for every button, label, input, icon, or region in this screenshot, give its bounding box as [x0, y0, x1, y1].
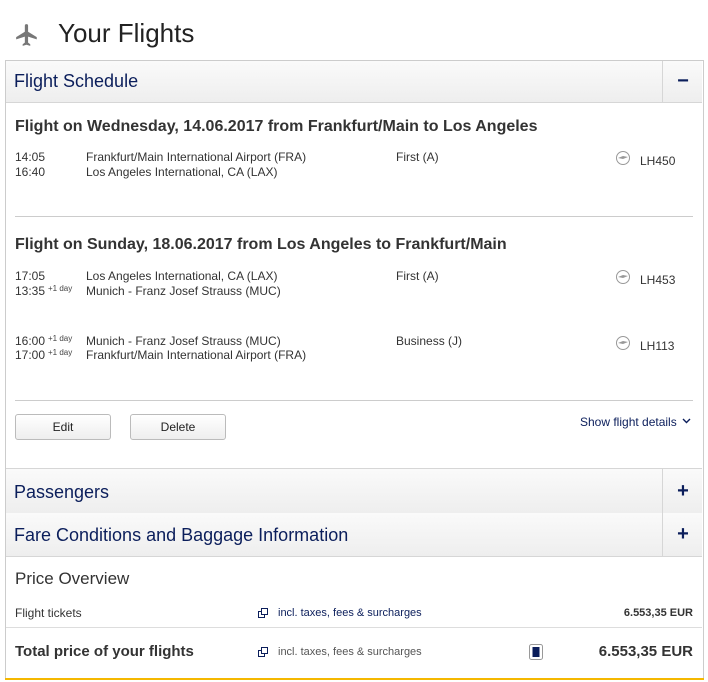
airport: Frankfurt/Main International Airport (FR…	[86, 150, 307, 164]
airport: Munich - Franz Josef Strauss (MUC)	[86, 284, 281, 298]
time: 14:05	[15, 150, 46, 164]
panel	[5, 60, 704, 680]
total-amount: 6.553,35 EUR	[598, 643, 693, 660]
price-note[interactable]: incl. taxes, fees & surcharges	[278, 607, 422, 619]
time: 17:00	[15, 348, 46, 362]
price-amount: 6.553,35 EUR	[623, 607, 693, 619]
day-offset: +1 day	[48, 348, 73, 357]
plane-icon	[16, 24, 37, 46]
details-link[interactable]: Show flight details	[580, 415, 677, 429]
chevron	[682, 418, 691, 424]
airline-icon	[616, 151, 630, 165]
airline-icon	[616, 270, 630, 284]
journey-heading: Flight on Wednesday, 14.06.2017 from Fra…	[15, 118, 538, 135]
time: 16:40	[15, 165, 46, 179]
delete-button[interactable]: Delete	[130, 414, 226, 440]
cabin: First (A)	[396, 269, 439, 283]
flight-number: LH453	[640, 273, 676, 287]
section-title: Fare Conditions and Baggage Information	[14, 525, 349, 545]
toggle[interactable]: −	[662, 61, 703, 102]
accent-line	[5, 678, 704, 680]
cabin: Business (J)	[396, 334, 463, 348]
page-title: Your Flights	[58, 18, 195, 48]
passengers-header[interactable]: Passengers +	[6, 468, 702, 514]
link-icon	[258, 608, 268, 618]
divider	[15, 216, 693, 217]
flight-number: LH450	[640, 154, 676, 168]
link-icon	[258, 647, 268, 657]
day-offset: +1 day	[48, 284, 73, 293]
airport: Los Angeles International, CA (LAX)	[86, 269, 278, 283]
cabin: First (A)	[396, 150, 439, 164]
divider	[15, 400, 693, 401]
day-offset: +1 day	[48, 334, 73, 343]
calculator-icon[interactable]	[529, 644, 543, 660]
total-note[interactable]: incl. taxes, fees & surcharges	[278, 646, 422, 658]
section-title: Flight Schedule	[14, 71, 139, 91]
section-title: Passengers	[14, 482, 110, 502]
flight-number: LH113	[640, 339, 675, 353]
airport: Munich - Franz Josef Strauss (MUC)	[86, 334, 281, 348]
airport: Frankfurt/Main International Airport (FR…	[86, 348, 307, 362]
fare-header[interactable]: Fare Conditions and Baggage Information …	[6, 513, 702, 557]
total-label: Total price of your flights	[15, 643, 194, 660]
toggle[interactable]: +	[662, 513, 703, 556]
schedule-header[interactable]: Flight Schedule −	[6, 61, 702, 103]
price-label: Flight tickets	[15, 606, 82, 620]
airport: Los Angeles International, CA (LAX)	[86, 165, 278, 179]
time: 13:35	[15, 284, 46, 298]
time: 16:00	[15, 334, 46, 348]
airline-icon	[616, 336, 630, 350]
time: 17:05	[15, 269, 46, 283]
journey-heading: Flight on Sunday, 18.06.2017 from Los An…	[15, 236, 507, 253]
price-title: Price Overview	[15, 569, 130, 588]
divider	[6, 627, 702, 628]
edit-button[interactable]: Edit	[15, 414, 111, 440]
toggle[interactable]: +	[662, 469, 703, 513]
